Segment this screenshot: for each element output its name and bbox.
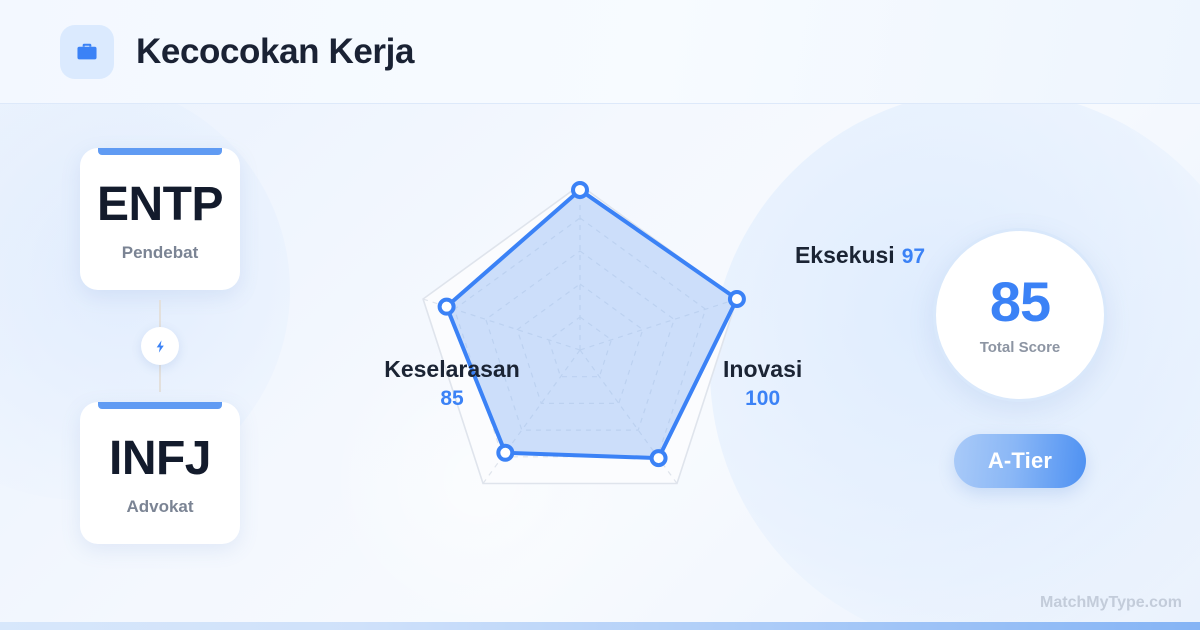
radar-axis-spoke — [422, 298, 581, 351]
type-connector — [80, 290, 240, 402]
total-score-gauge: 85 Total Score — [933, 228, 1107, 402]
score-panel: 85 Total Score A-Tier — [920, 228, 1120, 488]
total-score-value: 85 — [989, 270, 1051, 333]
bottom-accent-bar — [0, 622, 1200, 630]
page-header: Kecocokan Kerja — [0, 0, 1200, 104]
radar-point-kolaborasi — [649, 449, 668, 468]
axis-label-eksekusi: Eksekusi 97 — [795, 242, 925, 270]
secondary-type-name: Advokat — [126, 497, 194, 516]
axis-value: 100 — [745, 387, 781, 411]
page-title: Kecocokan Kerja — [136, 31, 415, 71]
tier-badge: A-Tier — [953, 434, 1087, 488]
radar-point-ketahanan — [496, 443, 515, 462]
radar-axis-spoke — [579, 298, 738, 351]
watermark: MatchMyType.com — [1040, 594, 1182, 611]
radar-point-eksekusi — [571, 180, 589, 199]
lightning-bolt-icon — [141, 327, 179, 365]
radar-point-inovasi — [727, 290, 746, 309]
axis-label-keselarasan: Keselarasan 85 — [384, 356, 520, 412]
primary-type-code: ENTP — [96, 178, 224, 231]
total-score-label: Total Score — [979, 339, 1061, 356]
secondary-type-code: INFJ — [108, 432, 212, 485]
axis-name: Inovasi — [723, 356, 803, 382]
radar-point-keselarasan — [437, 297, 456, 316]
axis-name: Keselarasan — [384, 356, 520, 382]
type-pair-panel: ENTP Pendebat INFJ Advokat — [80, 148, 240, 544]
primary-type-card[interactable]: ENTP Pendebat — [80, 148, 240, 290]
axis-name: Eksekusi — [794, 242, 895, 268]
card-accent-bar — [98, 148, 222, 155]
briefcase-icon — [60, 24, 114, 79]
secondary-type-card[interactable]: INFJ Advokat — [80, 402, 240, 544]
primary-type-name: Pendebat — [121, 243, 199, 262]
axis-value: 85 — [440, 387, 464, 411]
axis-label-inovasi: Inovasi 100 — [723, 356, 802, 412]
card-accent-bar — [98, 402, 222, 409]
